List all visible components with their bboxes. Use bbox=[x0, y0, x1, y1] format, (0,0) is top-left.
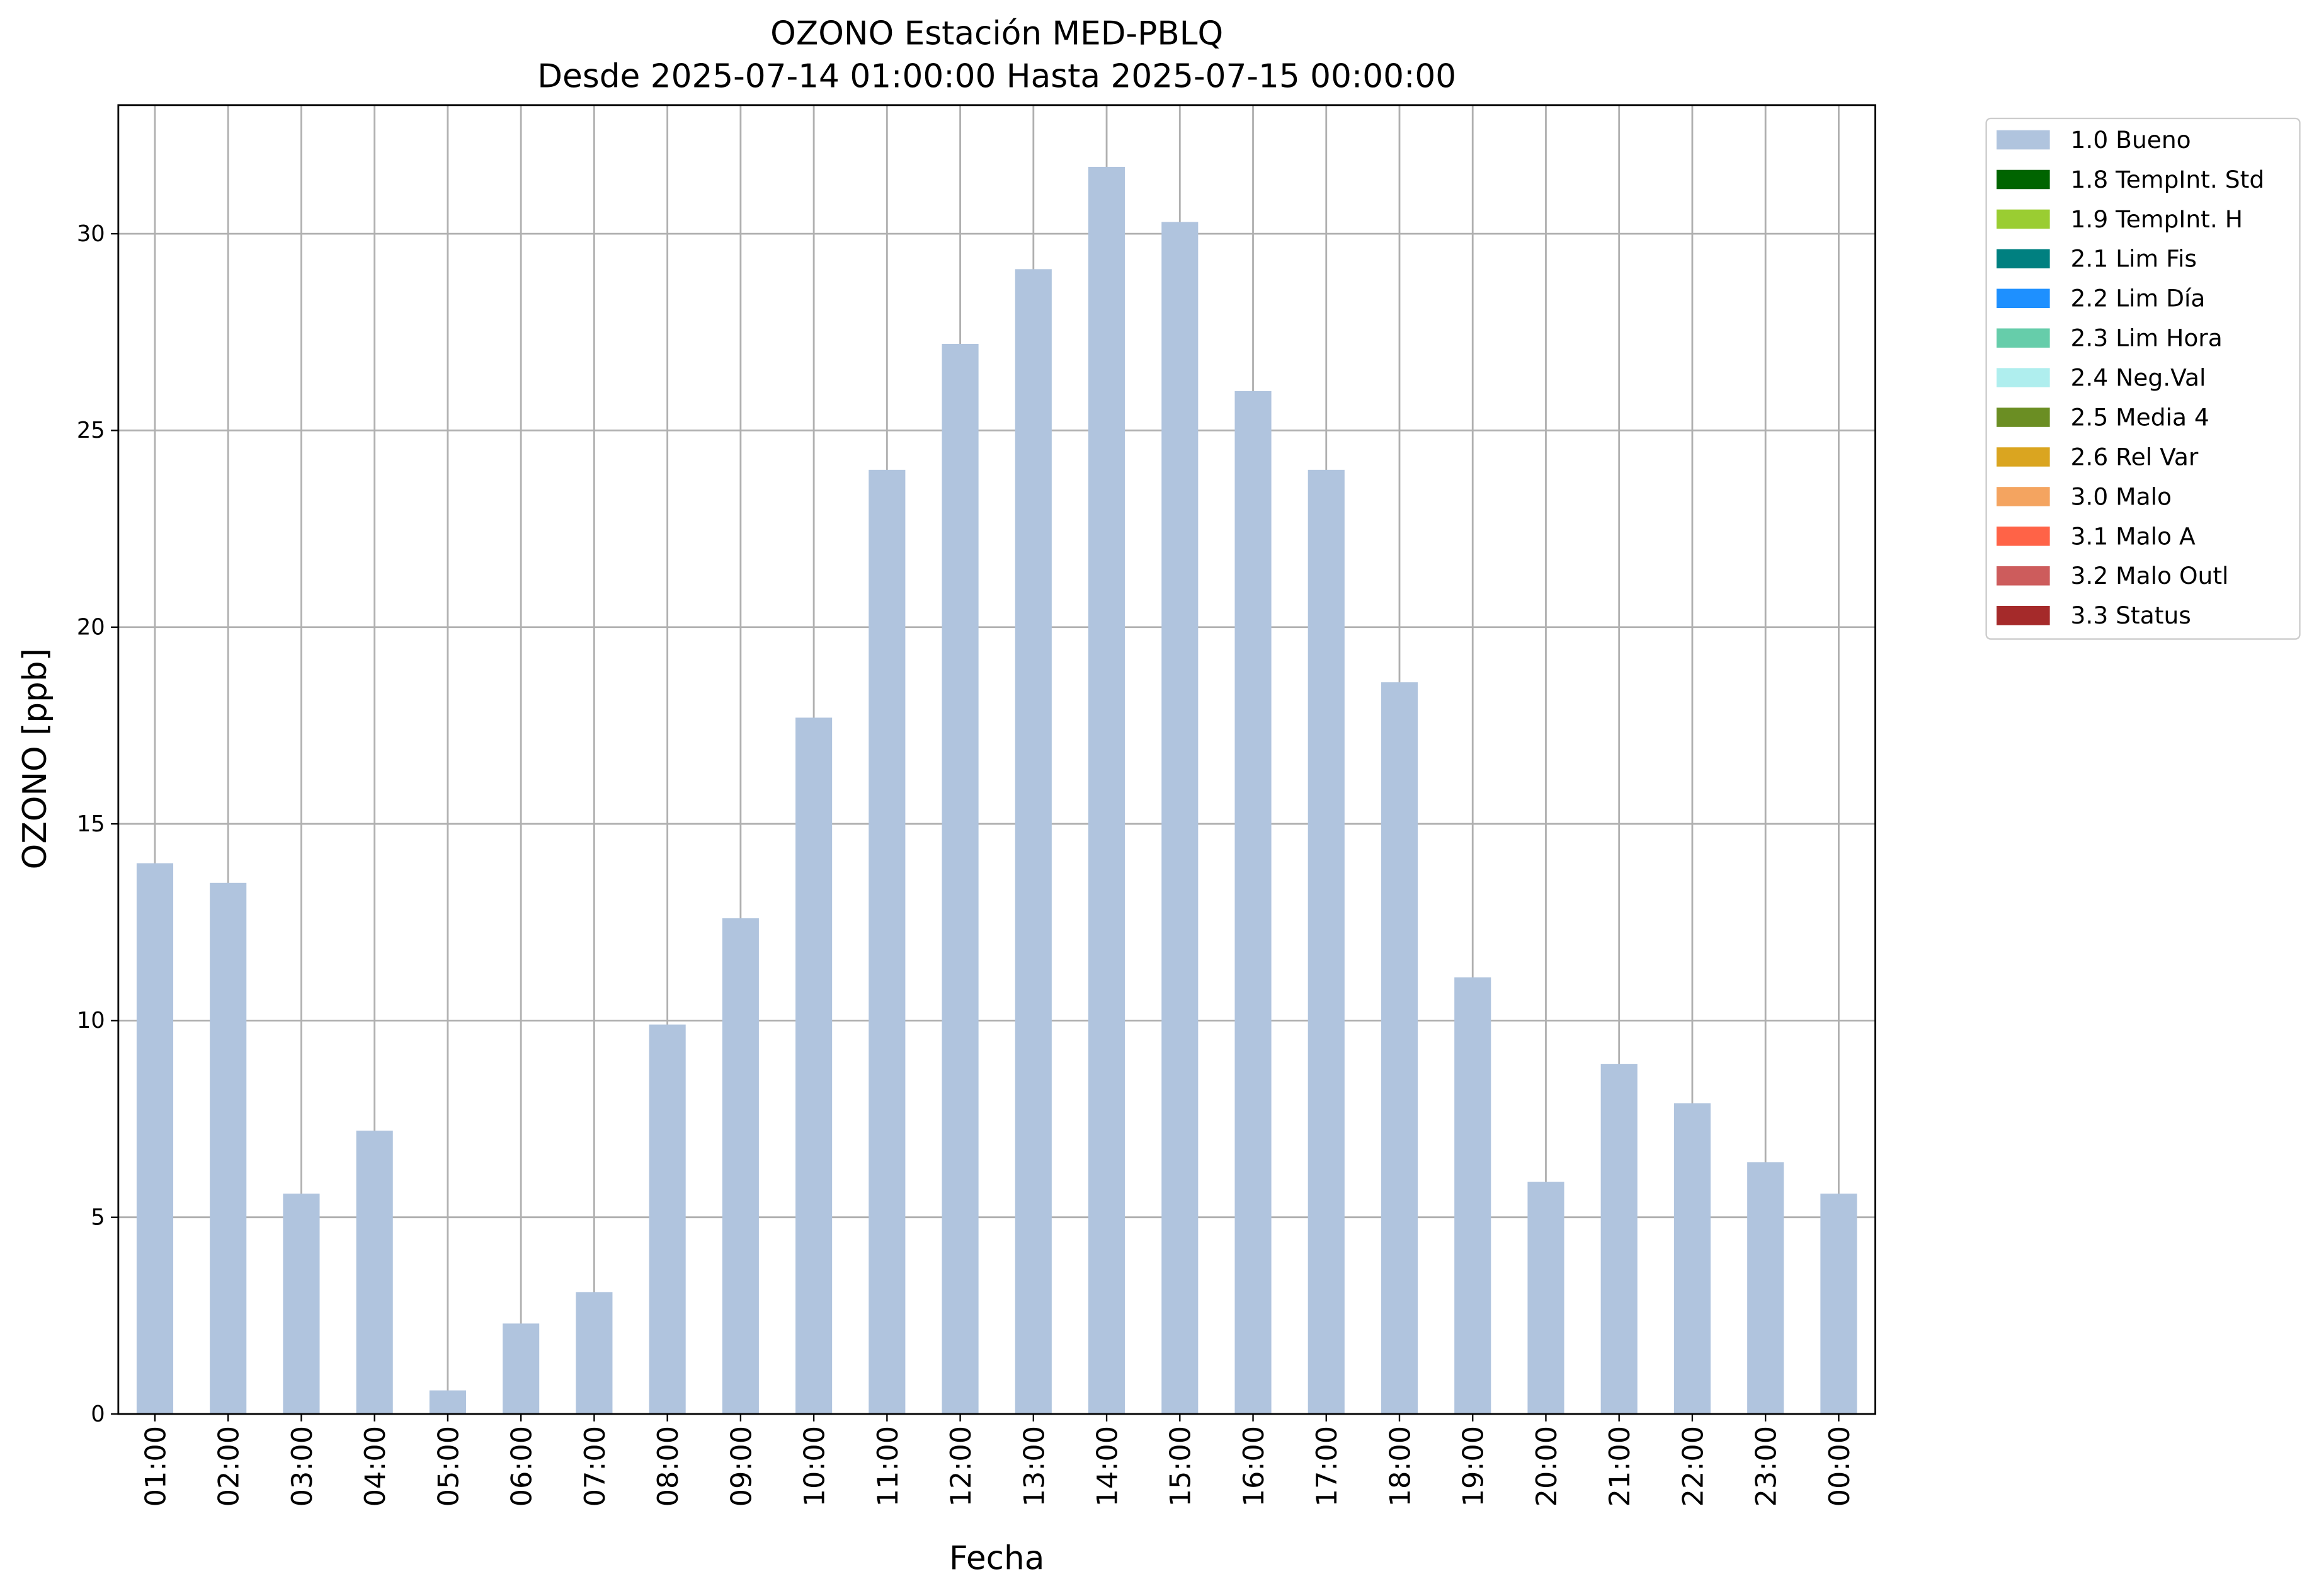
legend-swatch bbox=[1997, 566, 2050, 586]
y-tick-label: 0 bbox=[91, 1401, 105, 1427]
x-tick-label: 06:00 bbox=[506, 1426, 538, 1507]
y-tick-label: 30 bbox=[77, 221, 105, 247]
bar bbox=[1747, 1162, 1784, 1415]
bar bbox=[283, 1194, 320, 1415]
chart-title: OZONO Estación MED-PBLQ bbox=[770, 15, 1223, 53]
legend-swatch bbox=[1997, 527, 2050, 546]
y-tick-label: 15 bbox=[77, 811, 105, 837]
bar bbox=[942, 344, 979, 1415]
bar bbox=[1015, 269, 1052, 1415]
y-tick-label: 20 bbox=[77, 614, 105, 640]
x-tick-label: 05:00 bbox=[432, 1426, 465, 1507]
x-tick-label: 03:00 bbox=[286, 1426, 319, 1507]
bar bbox=[869, 469, 906, 1415]
bar bbox=[1600, 1064, 1638, 1415]
bar bbox=[1088, 166, 1125, 1415]
legend: 1.0 Bueno 1.8 TempInt. Std 1.9 TempInt. H 2… bbox=[1985, 117, 2301, 640]
legend-label: 3.2 Malo Outl bbox=[2071, 562, 2229, 590]
legend-swatch bbox=[1997, 605, 2050, 625]
legend-frame bbox=[1985, 117, 2301, 640]
bar bbox=[722, 918, 759, 1415]
x-tick-label: 22:00 bbox=[1677, 1426, 1709, 1507]
legend-label: 3.3 Status bbox=[2071, 601, 2191, 629]
x-tick-label: 20:00 bbox=[1530, 1426, 1563, 1507]
bar bbox=[795, 717, 833, 1415]
x-tick-label: 21:00 bbox=[1604, 1426, 1636, 1507]
y-tick-label: 10 bbox=[77, 1008, 105, 1034]
legend-label: 2.5 Media 4 bbox=[2071, 403, 2209, 431]
y-axis-label: OZONO [ppb] bbox=[16, 648, 54, 869]
x-tick-label: 17:00 bbox=[1311, 1426, 1343, 1507]
bar bbox=[1234, 390, 1272, 1415]
legend-swatch bbox=[1997, 209, 2050, 229]
x-tick-label: 19:00 bbox=[1457, 1426, 1490, 1507]
bar bbox=[429, 1390, 466, 1415]
ticks: 0 5 10 15 20 25 30 01:00 02:00 03:00 04:00 05:00 06:… bbox=[77, 221, 1856, 1507]
bar bbox=[1381, 682, 1418, 1415]
legend-swatch bbox=[1997, 447, 2050, 467]
bar bbox=[1308, 469, 1345, 1415]
bar bbox=[1527, 1182, 1564, 1415]
bar bbox=[136, 863, 174, 1415]
bar bbox=[1673, 1103, 1711, 1415]
legend-label: 2.4 Neg.Val bbox=[2071, 364, 2206, 392]
legend-swatch bbox=[1997, 487, 2050, 506]
x-tick-label: 18:00 bbox=[1384, 1426, 1416, 1507]
legend-label: 3.0 Malo bbox=[2071, 482, 2172, 510]
legend-label: 1.8 TempInt. Std bbox=[2071, 166, 2265, 193]
bars bbox=[136, 166, 1857, 1415]
bar bbox=[1161, 222, 1199, 1415]
bar bbox=[1820, 1194, 1857, 1415]
y-tick-label: 25 bbox=[77, 418, 105, 443]
x-tick-label: 07:00 bbox=[579, 1426, 612, 1507]
x-tick-label: 16:00 bbox=[1238, 1426, 1270, 1507]
legend-swatch bbox=[1997, 169, 2050, 190]
legend-label: 2.2 Lim Día bbox=[2071, 285, 2206, 312]
x-axis-label: Fecha bbox=[949, 1540, 1044, 1578]
x-tick-label: 02:00 bbox=[213, 1426, 246, 1507]
x-tick-label: 23:00 bbox=[1750, 1426, 1783, 1507]
x-tick-label: 12:00 bbox=[945, 1426, 977, 1507]
legend-label: 3.1 Malo A bbox=[2071, 522, 2196, 550]
bar bbox=[576, 1292, 613, 1415]
x-tick-label: 15:00 bbox=[1165, 1426, 1197, 1507]
x-tick-label: 00:00 bbox=[1823, 1426, 1856, 1507]
legend-label: 1.9 TempInt. H bbox=[2071, 205, 2243, 233]
bar bbox=[503, 1323, 540, 1415]
bar bbox=[649, 1024, 686, 1415]
legend-swatch bbox=[1997, 130, 2050, 150]
bar bbox=[1454, 977, 1491, 1415]
legend-swatch bbox=[1997, 328, 2050, 348]
legend-label: 2.3 Lim Hora bbox=[2071, 324, 2223, 352]
plot-frame bbox=[117, 104, 1876, 1415]
legend-label: 2.1 Lim Fis bbox=[2071, 245, 2197, 273]
legend-swatch bbox=[1997, 288, 2050, 309]
x-tick-label: 04:00 bbox=[359, 1426, 392, 1507]
legend-swatch bbox=[1997, 368, 2050, 387]
x-tick-label: 13:00 bbox=[1018, 1426, 1051, 1507]
x-tick-label: 08:00 bbox=[652, 1426, 685, 1507]
legend-label: 2.6 Rel Var bbox=[2071, 443, 2199, 470]
x-tick-label: 10:00 bbox=[799, 1426, 831, 1507]
x-tick-label: 09:00 bbox=[725, 1426, 758, 1507]
legend-swatch bbox=[1997, 408, 2050, 427]
bar bbox=[356, 1131, 393, 1415]
chart-subtitle: Desde 2025-07-14 01:00:00 Hasta 2025-07-… bbox=[537, 58, 1456, 96]
y-tick-label: 5 bbox=[91, 1204, 105, 1230]
x-tick-label: 14:00 bbox=[1091, 1426, 1124, 1507]
bar bbox=[210, 882, 247, 1415]
legend-swatch bbox=[1997, 249, 2050, 269]
legend-label: 1.0 Bueno bbox=[2071, 126, 2191, 154]
x-tick-label: 01:00 bbox=[139, 1426, 172, 1507]
x-tick-label: 11:00 bbox=[872, 1426, 904, 1507]
